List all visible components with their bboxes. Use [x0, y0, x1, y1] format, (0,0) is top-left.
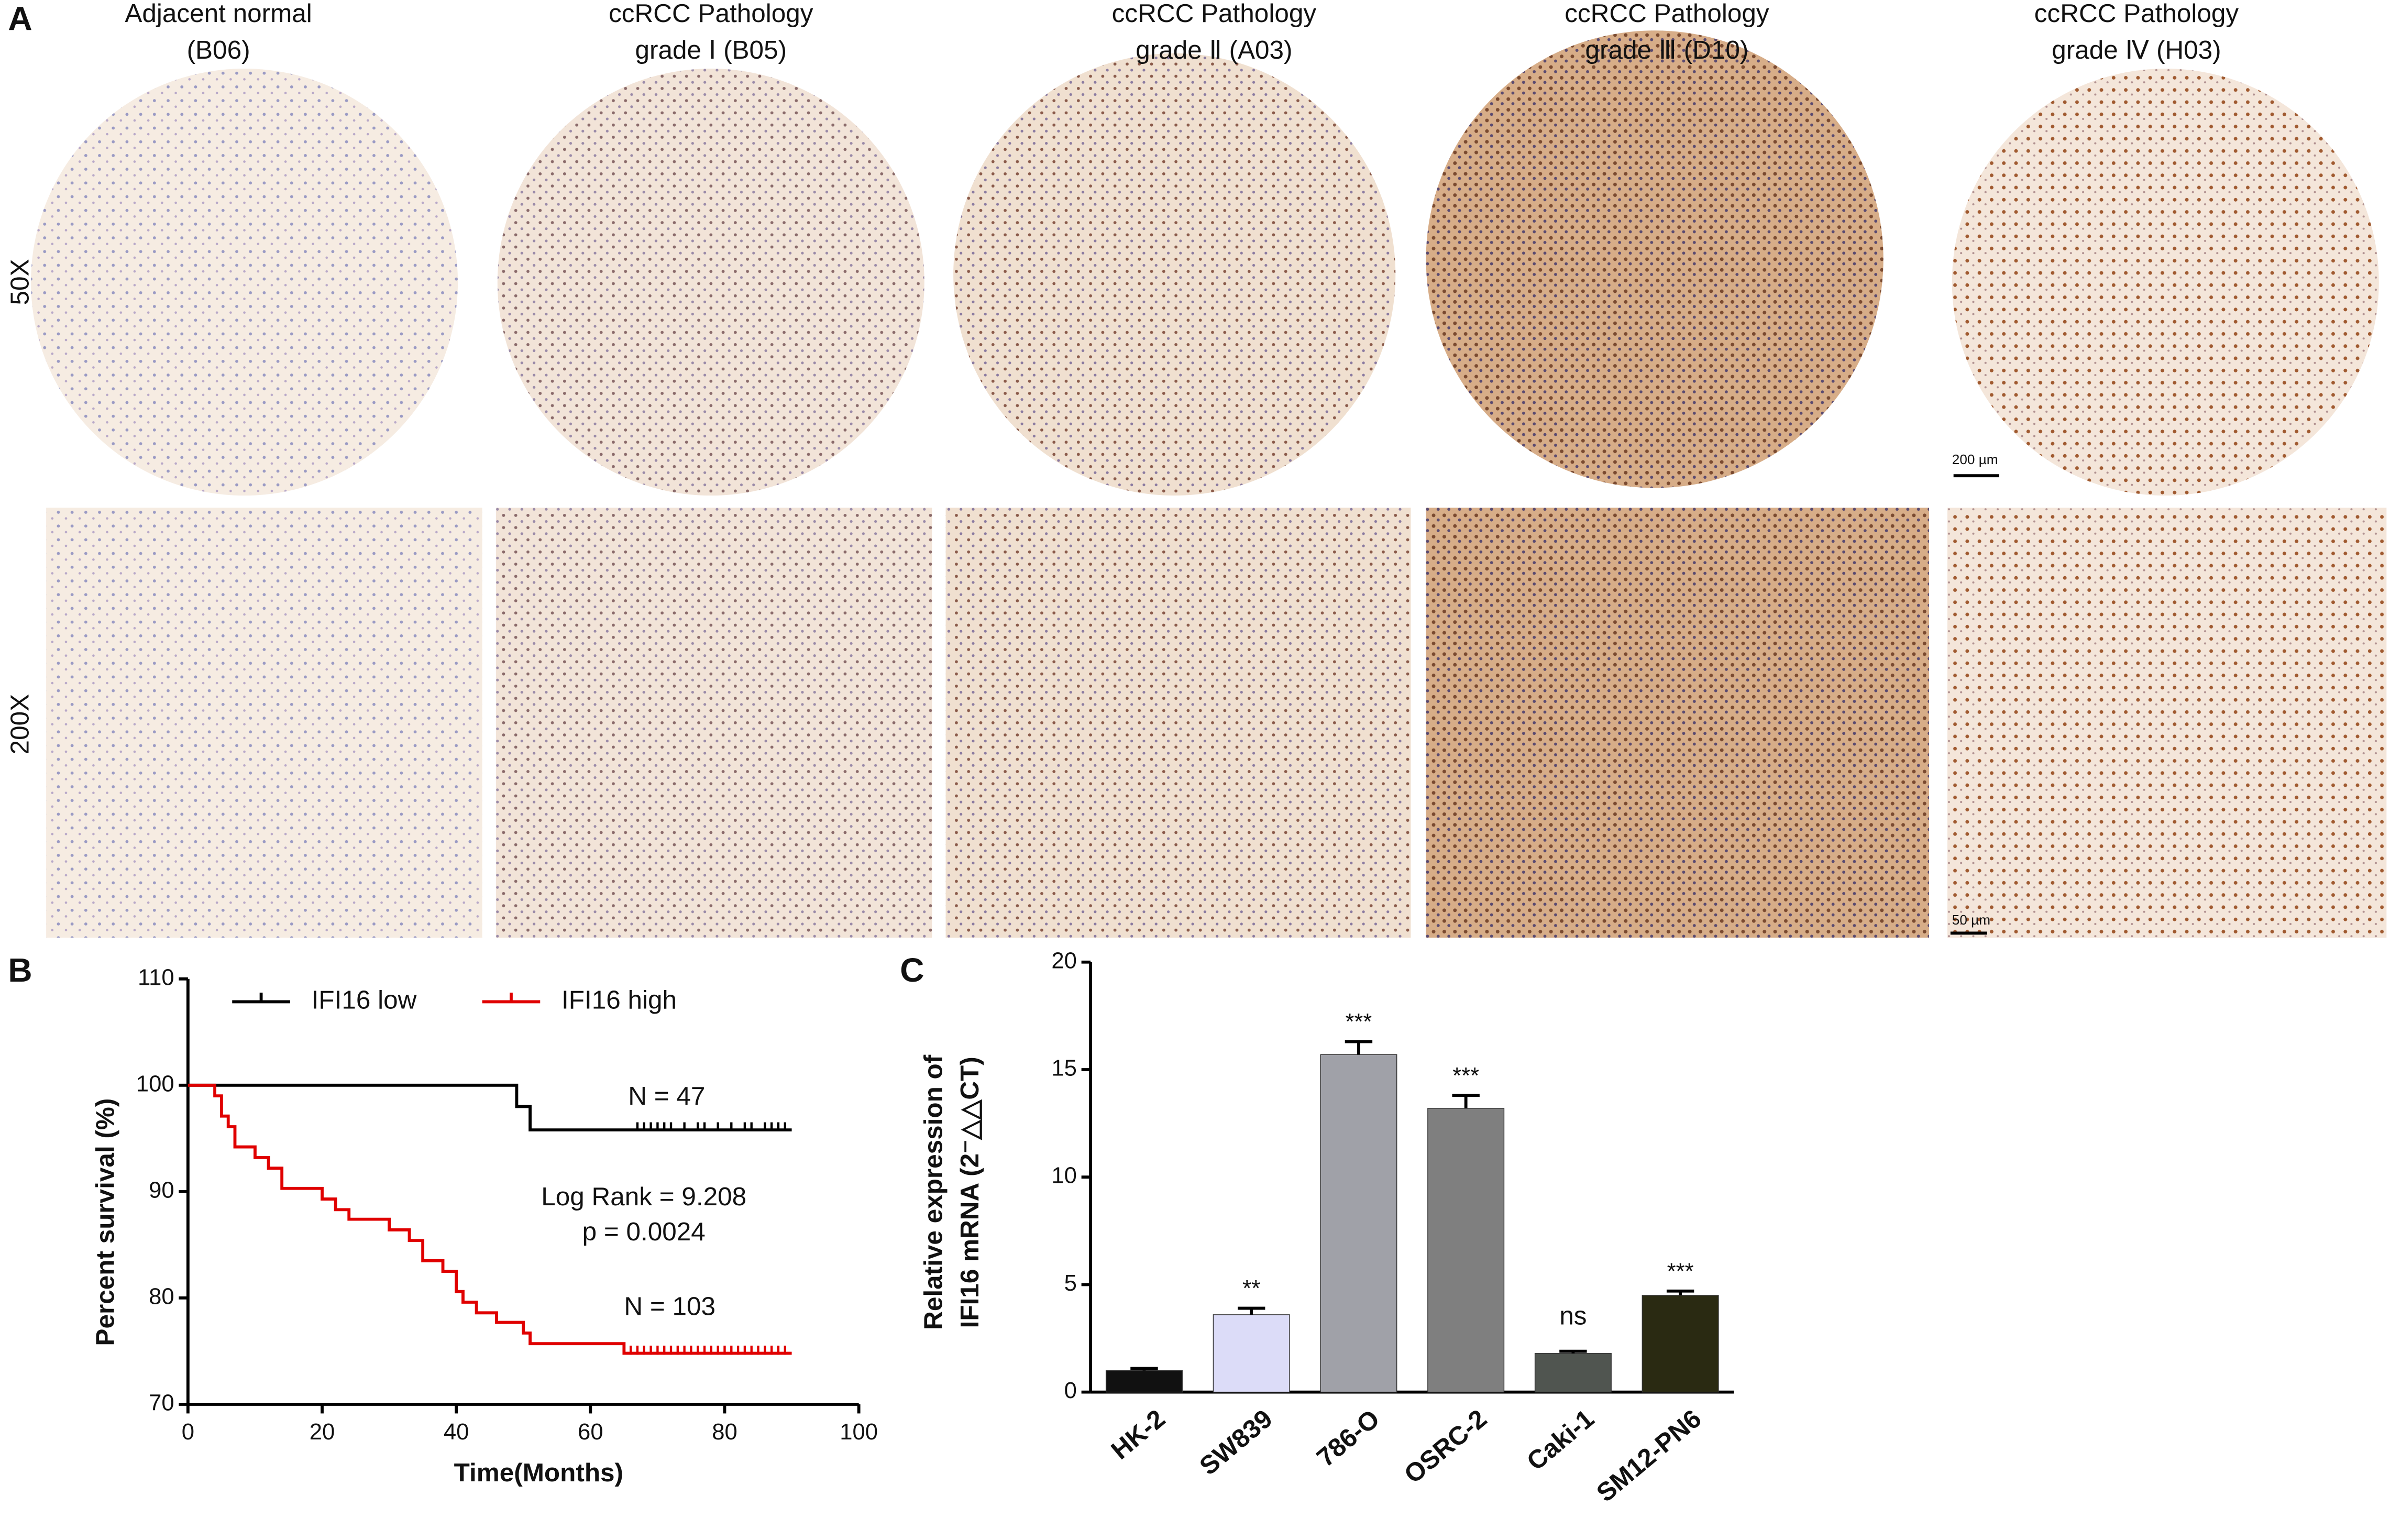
row-label: 50X: [6, 259, 35, 305]
x-tick-label: 100: [840, 1419, 878, 1445]
tissue-field: [945, 508, 1411, 938]
x-axis-label: Time(Months): [454, 1458, 623, 1487]
y-tick-label: 10: [1051, 1163, 1077, 1189]
error-bar: [1452, 1094, 1480, 1108]
annotation: Log Rank = 9.208: [541, 1182, 746, 1211]
y-axis-label: Percent survival (%): [91, 1098, 120, 1346]
tissue-core: [953, 53, 1396, 496]
tissue-field: [1947, 508, 2387, 938]
column-header: grade Ⅰ (B05): [635, 36, 787, 64]
tissue-core: [497, 68, 924, 496]
survival-curve: [188, 1083, 792, 1355]
y-tick-label: 110: [138, 964, 174, 990]
y-tick-label: 100: [136, 1071, 174, 1096]
y-tick-label: 90: [149, 1177, 174, 1203]
panel-label: A: [8, 0, 32, 38]
error-bar: [1345, 1040, 1373, 1055]
panel-label: B: [8, 951, 32, 989]
x-tick-label: 20: [310, 1419, 335, 1445]
legend-label: IFI16 low: [312, 986, 417, 1015]
y-tick-label: 0: [1064, 1378, 1077, 1403]
tissue-core: [1426, 30, 1884, 488]
annotation: N = 47: [628, 1082, 705, 1110]
column-header: Adjacent normal: [125, 0, 312, 28]
significance-label: **: [1242, 1275, 1260, 1301]
error-bar: [1238, 1306, 1265, 1315]
error-bar: [1666, 1289, 1694, 1295]
column-header: grade Ⅲ (D10): [1585, 36, 1749, 64]
survival-curve: [188, 1083, 792, 1132]
annotation: N = 103: [624, 1292, 715, 1321]
x-tick-label: SW839: [1194, 1404, 1278, 1481]
legend-label: IFI16 high: [561, 986, 677, 1015]
significance-label: ***: [1667, 1258, 1694, 1284]
tissue-core: [1952, 68, 2379, 496]
bar: [1534, 1353, 1612, 1393]
column-header: ccRCC Pathology: [609, 0, 813, 28]
column-header: ccRCC Pathology: [1112, 0, 1317, 28]
y-tick-label: 15: [1051, 1055, 1077, 1081]
significance-label: ***: [1452, 1063, 1479, 1088]
column-header: ccRCC Pathology: [2034, 0, 2239, 28]
x-tick-label: HK-2: [1106, 1404, 1171, 1465]
y-axis-label: Relative expression of: [919, 1054, 948, 1330]
significance-label: ***: [1345, 1009, 1372, 1035]
tissue-field: [1426, 508, 1930, 938]
y-axis-label: IFI16 mRNA (2⁻△△CT): [955, 1057, 984, 1328]
bar: [1105, 1370, 1183, 1393]
bar: [1320, 1054, 1397, 1393]
x-tick-label: 0: [182, 1419, 194, 1445]
ihc-images: 200 µm 50 µm: [31, 30, 2387, 938]
y-tick-label: 80: [149, 1283, 174, 1309]
y-tick-label: 5: [1064, 1270, 1077, 1296]
tissue-field: [46, 508, 482, 938]
column-header: (B06): [187, 36, 250, 64]
annotation: p = 0.0024: [582, 1217, 706, 1246]
error-bar: [1559, 1349, 1587, 1354]
row-label: 200X: [6, 694, 35, 755]
x-tick-label: SM12-PN6: [1591, 1404, 1707, 1508]
scale-label: 50 µm: [1952, 912, 1990, 928]
tissue-field: [495, 508, 932, 938]
significance-label: ns: [1559, 1302, 1587, 1330]
x-tick-label: 40: [444, 1419, 469, 1445]
column-header: grade Ⅱ (A03): [1136, 36, 1292, 64]
column-header: ccRCC Pathology: [1565, 0, 1769, 28]
x-tick-label: Caki-1: [1522, 1404, 1600, 1477]
panel-label: C: [900, 951, 924, 989]
tissue-core: [31, 68, 458, 496]
bar: [1427, 1108, 1505, 1393]
x-tick-label: 60: [578, 1419, 603, 1445]
bar: [1213, 1314, 1290, 1393]
x-tick-label: 80: [712, 1419, 737, 1445]
error-bar: [1130, 1367, 1158, 1371]
column-header: grade Ⅳ (H03): [2052, 36, 2221, 64]
x-tick-label: OSRC-2: [1399, 1404, 1493, 1489]
y-tick-label: 70: [149, 1390, 174, 1415]
x-tick-label: 786-O: [1312, 1404, 1385, 1473]
scale-label: 200 µm: [1952, 452, 1998, 467]
y-tick-label: 20: [1051, 948, 1077, 973]
bar: [1642, 1295, 1719, 1393]
